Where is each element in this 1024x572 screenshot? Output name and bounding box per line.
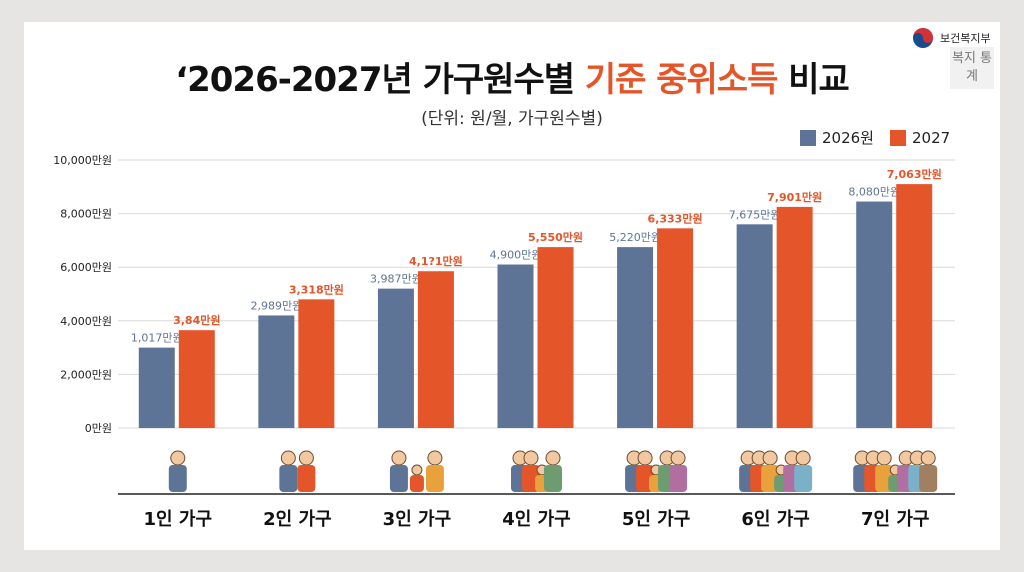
bar-2026 — [617, 247, 654, 428]
person-body-icon — [425, 465, 444, 492]
person-icon — [876, 450, 892, 466]
org-name: 보건복지부 — [940, 32, 991, 45]
person-icon — [670, 450, 686, 466]
person-icon — [637, 450, 653, 466]
person-body-icon — [279, 465, 298, 492]
chart-subtitle: (단위: 원/월, 가구원수별) — [421, 109, 603, 129]
person-icon — [762, 450, 778, 466]
bar-2027 — [776, 206, 813, 428]
person-body-icon — [409, 475, 424, 492]
person-icon — [170, 450, 186, 466]
x-tick-label: 6인 가구 — [741, 509, 809, 530]
person-icon — [523, 450, 539, 466]
legend-item-2026: 2026원 — [800, 127, 874, 148]
y-tick-label: 0만원 — [85, 422, 112, 435]
bar-2026 — [138, 347, 175, 428]
person-body-icon — [669, 465, 688, 492]
x-tick-label: 7인 가구 — [861, 509, 929, 530]
person-icon — [920, 450, 936, 466]
value-label-2027: 3,84만원 — [173, 313, 220, 327]
value-label-2026: 4,900만원 — [490, 249, 542, 262]
person-icon — [391, 450, 407, 466]
value-label-2026: 2,989만원 — [250, 299, 302, 312]
legend-swatch-2027 — [889, 129, 906, 146]
legend: 2026원 2027 — [800, 127, 958, 148]
taegeuk-icon — [913, 28, 933, 48]
legend-item-2027: 2027 — [889, 128, 951, 147]
person-icon — [545, 450, 561, 466]
person-body-icon — [544, 465, 562, 492]
person-body-icon — [794, 465, 813, 492]
x-tick-label: 3인 가구 — [383, 509, 451, 530]
bar-2027 — [537, 247, 574, 428]
person-icon — [427, 450, 443, 466]
value-label-2027: 7,901만원 — [767, 190, 822, 204]
bar-2026 — [856, 201, 893, 428]
person-icon — [280, 450, 296, 466]
value-label-2026: 5,220만원 — [609, 231, 661, 244]
title-highlight: 기준 중위소득 — [584, 60, 779, 100]
x-tick-label: 1인 가구 — [144, 509, 212, 530]
chart-title: ‘2026-2027년 가구원수별 기준 중위소득 비교 — [0, 52, 1024, 101]
person-icon — [411, 464, 423, 476]
bar-2026 — [377, 288, 414, 428]
ministry-logo: 보건복지부 — [912, 27, 991, 49]
stats-tag: 복지 통계 — [950, 47, 994, 89]
legend-swatch-2026 — [800, 129, 816, 146]
legend-label-2026: 2026원 — [822, 129, 874, 147]
bar-2027 — [178, 330, 215, 428]
value-label-2027: 4,1?1만원 — [409, 254, 463, 268]
y-tick-label: 2,000만원 — [60, 368, 112, 381]
y-tick-label: 6,000만원 — [60, 261, 112, 274]
bar-2027 — [896, 184, 933, 428]
person-body-icon — [389, 465, 408, 492]
value-label-2026: 8,080만원 — [848, 186, 900, 199]
person-body-icon — [297, 465, 316, 492]
value-label-2026: 1,017만원 — [131, 332, 183, 345]
x-tick-label: 5인 가구 — [622, 509, 690, 530]
value-label-2027: 6,333만원 — [648, 211, 703, 225]
y-tick-label: 8,000만원 — [60, 208, 112, 221]
bar-2026 — [736, 224, 773, 428]
value-label-2026: 7,675만원 — [729, 208, 781, 221]
person-icon — [298, 450, 314, 466]
bar-2027 — [657, 228, 694, 428]
bar-2027 — [298, 299, 335, 428]
legend-label-2027: 2027 — [911, 128, 951, 147]
value-label-2027: 5,550만원 — [528, 230, 583, 244]
title-part2: 비교 — [777, 60, 850, 100]
bar-2026 — [258, 315, 295, 428]
person-icon — [795, 450, 811, 466]
x-tick-label: 4인 가구 — [502, 509, 570, 530]
title-part1: ‘2026-2027년 가구원수별 — [175, 60, 585, 100]
value-label-2027: 7,063만원 — [887, 167, 942, 181]
person-body-icon — [168, 465, 187, 492]
value-label-2026: 3,987만원 — [370, 273, 422, 286]
value-label-2027: 3,318만원 — [289, 282, 344, 296]
y-tick-label: 10,000만원 — [53, 154, 112, 167]
person-body-icon — [919, 465, 938, 492]
bar-2026 — [497, 264, 534, 428]
bar-2027 — [417, 271, 454, 428]
x-tick-label: 2인 가구 — [263, 509, 331, 530]
y-tick-label: 4,000만원 — [60, 315, 112, 328]
